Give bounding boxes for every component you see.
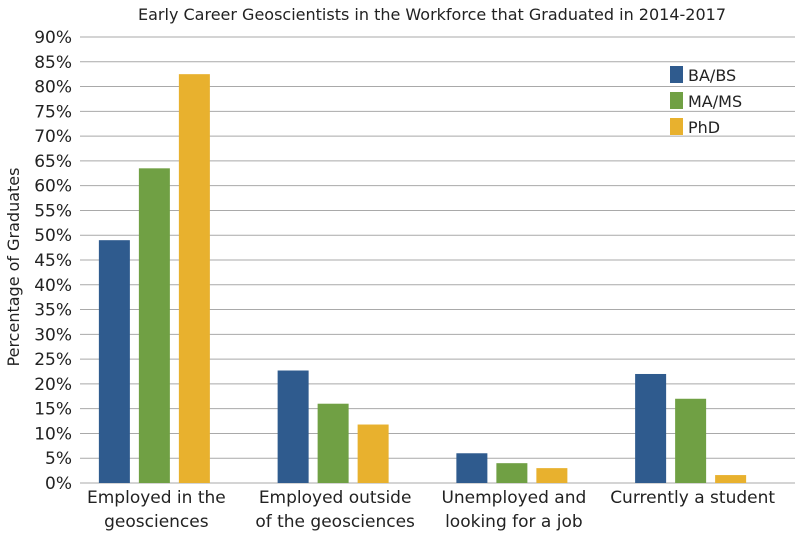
legend-label: PhD (688, 118, 720, 137)
y-tick-label: 25% (34, 350, 72, 370)
y-tick-label: 40% (34, 276, 72, 296)
y-tick-label: 60% (34, 177, 72, 197)
y-tick-label: 50% (34, 226, 72, 246)
y-tick-label: 65% (34, 152, 72, 172)
bar-ba-bs (635, 373, 667, 483)
y-tick-label: 45% (34, 251, 72, 271)
x-category-label: Employed in the (87, 488, 226, 508)
bar-ba-bs (456, 453, 488, 483)
y-tick-label: 5% (45, 449, 72, 469)
legend: BA/BS MA/MS PhD (670, 66, 742, 137)
category-labels: Employed in the geosciences Employed outsi… (87, 488, 775, 532)
y-axis-title: Percentage of Graduates (4, 168, 23, 367)
bar-phd (178, 74, 210, 484)
bar-ba-bs (277, 370, 309, 483)
y-tick-label: 80% (34, 78, 72, 98)
y-tick-label: 75% (34, 102, 72, 122)
y-tick-label: 55% (34, 201, 72, 221)
legend-swatch (670, 66, 683, 83)
bars (98, 74, 747, 484)
y-tick-label: 15% (34, 400, 72, 420)
y-tick-label: 35% (34, 301, 72, 321)
y-tick-label: 30% (34, 325, 72, 345)
legend-label: BA/BS (688, 66, 736, 85)
bar-ma-ms (317, 403, 349, 483)
y-tick-label: 85% (34, 53, 72, 73)
x-category-label: looking for a job (445, 512, 583, 532)
y-tick-label: 20% (34, 375, 72, 395)
x-category-label: geosciences (104, 512, 209, 532)
legend-label: MA/MS (688, 92, 742, 111)
bar-ma-ms (496, 463, 528, 483)
x-category-label: Employed outside (259, 488, 412, 508)
legend-swatch (670, 118, 683, 135)
chart-title: Early Career Geoscientists in the Workfo… (138, 5, 726, 24)
y-tick-label: 10% (34, 424, 72, 444)
bar-ma-ms (675, 398, 707, 483)
y-tick-label: 70% (34, 127, 72, 147)
bar-phd (536, 468, 568, 483)
x-category-label: Unemployed and (441, 488, 586, 508)
legend-swatch (670, 92, 683, 109)
x-category-label: Currently a student (610, 488, 775, 508)
bar-ma-ms (138, 168, 170, 484)
bar-phd (715, 475, 747, 483)
y-tick-label: 0% (45, 474, 72, 494)
x-category-label: of the geosciences (255, 512, 415, 532)
bar-phd (357, 424, 389, 483)
bar-ba-bs (98, 240, 130, 483)
y-axis-ticks: 0% 5% 10% 15% 20% 25% 30% 35% 40% 45% 50% 55% 60% 65%… (34, 28, 72, 494)
y-tick-label: 90% (34, 28, 72, 48)
